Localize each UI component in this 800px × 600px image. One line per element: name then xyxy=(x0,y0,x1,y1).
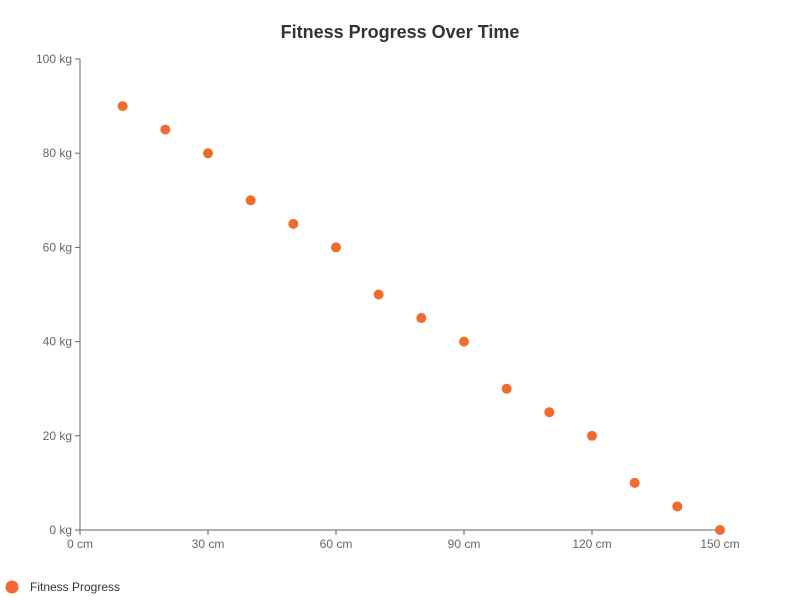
x-tick-label: 0 cm xyxy=(67,537,93,551)
data-point[interactable] xyxy=(203,148,213,159)
axes: 0 cm 30 cm 60 cm 90 cm 120 cm 150 cm 0 kg 20 k… xyxy=(36,52,740,551)
data-point[interactable] xyxy=(331,242,341,253)
data-point[interactable] xyxy=(288,218,299,229)
data-point[interactable] xyxy=(587,430,597,441)
legend-marker-icon[interactable] xyxy=(5,580,19,594)
x-axis-ticks: 0 cm 30 cm 60 cm 90 cm 120 cm 150 cm xyxy=(67,530,740,551)
y-tick-label: 80 kg xyxy=(43,146,72,160)
x-tick-label: 120 cm xyxy=(572,537,611,551)
data-point[interactable] xyxy=(117,101,128,112)
data-points xyxy=(117,101,725,535)
y-axis-ticks: 0 kg 20 kg 40 kg 60 kg 80 kg 100 kg xyxy=(36,52,80,537)
data-point[interactable] xyxy=(373,289,384,300)
x-tick-label: 90 cm xyxy=(448,537,481,551)
y-tick-label: 0 kg xyxy=(49,523,72,537)
data-point[interactable] xyxy=(715,525,725,535)
y-tick-label: 20 kg xyxy=(43,429,72,443)
legend[interactable]: Fitness Progress xyxy=(5,580,121,594)
data-point[interactable] xyxy=(501,383,512,394)
legend-label[interactable]: Fitness Progress xyxy=(30,580,120,594)
data-point[interactable] xyxy=(245,195,256,206)
x-tick-label: 60 cm xyxy=(320,537,353,551)
x-tick-label: 30 cm xyxy=(192,537,225,551)
data-point[interactable] xyxy=(672,501,683,512)
data-point[interactable] xyxy=(459,336,469,347)
data-point[interactable] xyxy=(544,407,555,418)
x-tick-label: 150 cm xyxy=(700,537,739,551)
y-tick-label: 100 kg xyxy=(36,52,72,66)
chart-title: Fitness Progress Over Time xyxy=(281,22,520,42)
y-tick-label: 60 kg xyxy=(43,240,72,254)
data-point[interactable] xyxy=(416,313,427,324)
y-tick-label: 40 kg xyxy=(43,335,72,349)
data-point[interactable] xyxy=(629,477,640,488)
data-point[interactable] xyxy=(160,124,171,135)
